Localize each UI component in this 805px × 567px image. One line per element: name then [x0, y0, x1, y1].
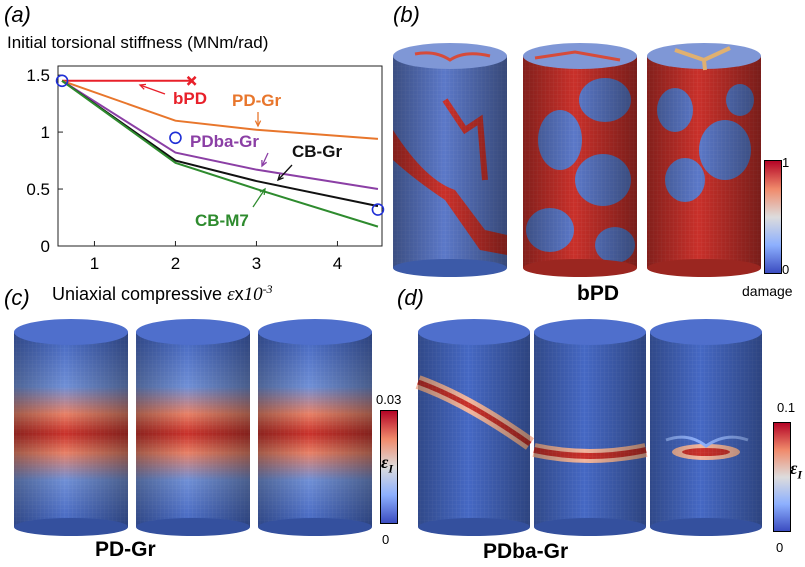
colorbar-c-subscript: I — [388, 461, 394, 476]
annotation-arrowhead — [254, 120, 262, 128]
chart-x-axis-label: Uniaxial compressive εx10-3 — [52, 282, 273, 306]
pdbagr-cylinder-2 — [532, 319, 648, 536]
stiffness-chart: 0 0.5 1 1.5 1 2 3 4 bPD PD-Gr PDba-Gr CB-Gr CB-M7 — [26, 65, 385, 273]
annotation-pd-gr: PD-Gr — [232, 91, 282, 110]
x-axis-exp-power: -3 — [262, 282, 273, 296]
damage-cylinder-2 — [523, 43, 637, 277]
annotation-arrowhead — [261, 159, 268, 168]
annotation-arrow — [277, 164, 293, 181]
pdgr-cylinder-2 — [136, 319, 250, 536]
panel-label-b: (b) — [393, 2, 420, 27]
colorbar-b-min: 0 — [782, 262, 790, 277]
strain-colorbar-d — [773, 422, 791, 532]
highlight-point — [169, 131, 182, 145]
x-axis-exp: 10 — [243, 284, 263, 305]
x-tick-label: 4 — [333, 254, 342, 273]
colorbar-b-title: damage — [742, 283, 793, 299]
colorbar-d-title: εI — [790, 458, 802, 483]
annotation-cb-m7: CB-M7 — [195, 211, 249, 230]
colorbar-d-max: 0.1 — [777, 400, 796, 415]
y-tick-label: 1 — [41, 123, 50, 142]
annotation-arrow — [139, 84, 166, 95]
annotation-cb-gr: CB-Gr — [292, 142, 342, 161]
y-tick-label: 0 — [41, 237, 50, 256]
pdgr-cylinders — [14, 319, 372, 536]
panel-label-a: (a) — [4, 2, 31, 27]
x-axis-label-text: Uniaxial compressive — [52, 284, 228, 304]
damage-cylinder-3 — [647, 43, 761, 277]
annotation-arrowhead — [259, 187, 266, 196]
colorbar-c-min: 0 — [382, 532, 390, 547]
y-tick-label: 1.5 — [26, 66, 50, 85]
pdbagr-cylinder-1 — [415, 319, 535, 536]
damage-colorbar — [764, 160, 782, 274]
panel-label-d: (d) — [397, 285, 424, 310]
highlight-point — [371, 203, 385, 216]
x-tick-label: 1 — [90, 254, 99, 273]
x-tick-label: 3 — [252, 254, 261, 273]
colorbar-c-title: εI — [381, 452, 393, 477]
panel-label-c: (c) — [4, 285, 30, 310]
annotation-bpd: bPD — [173, 89, 207, 108]
bpd-end-marker — [186, 75, 197, 86]
colorbar-d-subscript: I — [797, 467, 803, 482]
annotation-arrowhead — [276, 174, 284, 182]
colorbar-c-symbol: ε — [381, 452, 389, 472]
annotation-arrow — [252, 188, 266, 208]
damage-cylinders — [393, 43, 761, 277]
colorbar-c-max: 0.03 — [376, 392, 402, 407]
annotation-arrowhead — [138, 83, 147, 90]
damage-cylinder-1 — [393, 43, 507, 277]
strain-colorbar-c — [380, 410, 398, 524]
y-tick-label: 0.5 — [26, 180, 50, 199]
series-line-pdba-gr — [61, 79, 379, 191]
annotation-arrow — [261, 152, 269, 167]
colorbar-d-symbol: ε — [790, 458, 798, 478]
series-line-pd-gr — [61, 79, 379, 140]
plot-area — [57, 65, 383, 247]
annotation-pdba-gr: PDba-Gr — [190, 132, 259, 151]
x-axis-suffix: x — [234, 284, 244, 304]
colorbar-b-max: 1 — [782, 155, 790, 170]
pdgr-cylinder-1 — [14, 319, 128, 536]
caption-c: PD-Gr — [95, 538, 156, 561]
series-line-cb-m7 — [61, 79, 379, 228]
caption-d: PDba-Gr — [483, 540, 569, 563]
x-axis-symbol: ε — [227, 284, 235, 305]
colorbar-d-min: 0 — [776, 540, 784, 555]
x-tick-label: 2 — [171, 254, 180, 273]
pdbagr-cylinder-3 — [650, 319, 762, 536]
caption-b: bPD — [577, 282, 619, 305]
highlight-point — [55, 74, 69, 88]
pdgr-cylinder-3 — [258, 319, 372, 536]
chart-y-axis-label: Initial torsional stiffness (MNm/rad) — [7, 33, 269, 52]
pdbagr-cylinders — [415, 319, 762, 536]
